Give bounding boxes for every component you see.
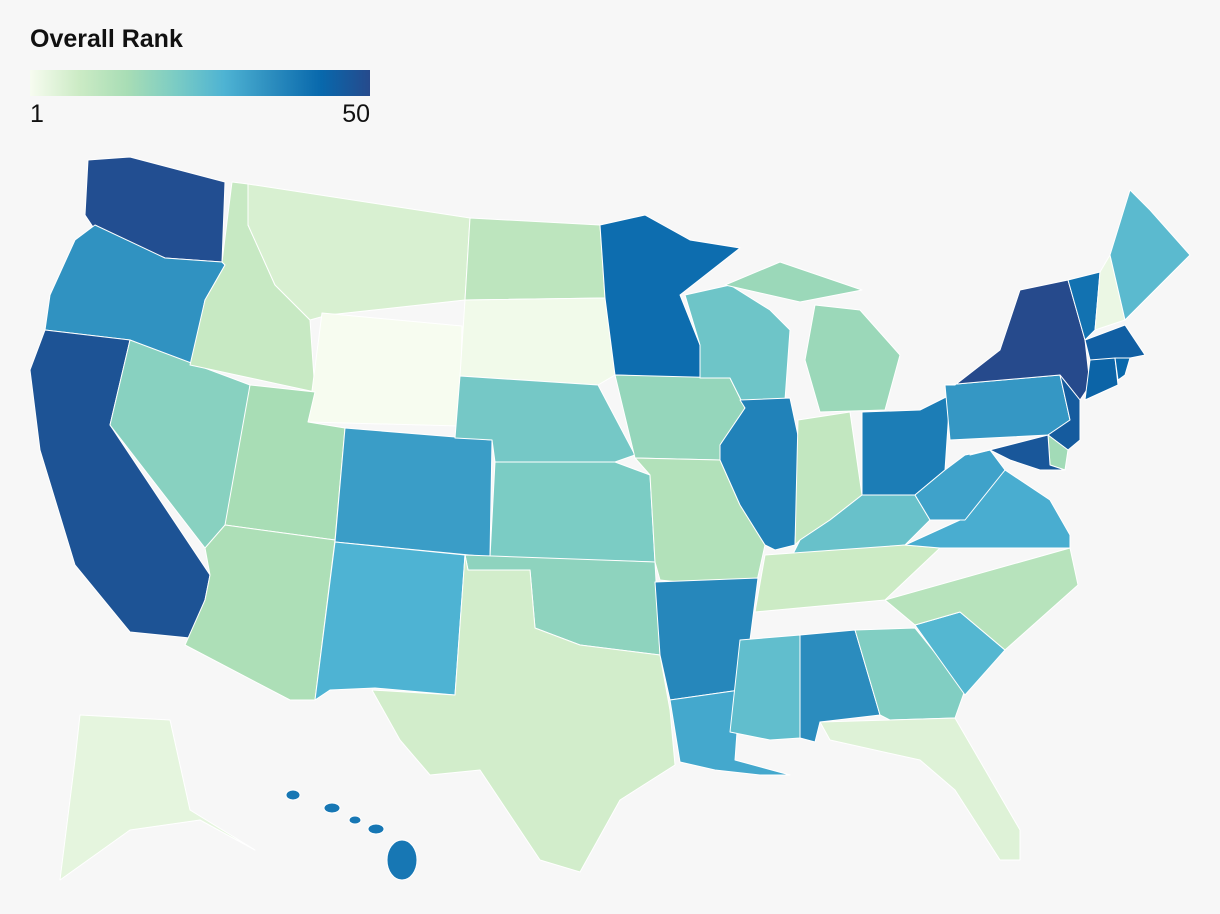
state <box>1084 324 1146 361</box>
legend-title: Overall Rank <box>30 25 183 53</box>
states <box>29 156 1191 881</box>
state <box>914 449 1006 521</box>
state <box>464 217 606 301</box>
state <box>59 714 256 881</box>
scale-min-label: 1 <box>30 100 44 128</box>
scale-max-label: 50 <box>342 100 370 128</box>
state <box>944 374 1071 441</box>
color-scale <box>30 70 370 96</box>
state <box>729 634 801 741</box>
state <box>314 541 466 701</box>
state <box>599 214 741 379</box>
state <box>719 397 801 551</box>
state <box>459 297 616 386</box>
state <box>969 434 1066 471</box>
state <box>285 789 418 881</box>
state <box>944 279 1091 401</box>
state <box>371 554 676 873</box>
state <box>184 524 336 701</box>
state <box>489 461 656 563</box>
state <box>724 261 901 413</box>
state <box>307 312 463 427</box>
state <box>754 544 941 613</box>
state <box>1084 357 1119 401</box>
state <box>1114 357 1131 381</box>
state <box>1109 189 1191 321</box>
state <box>334 427 493 558</box>
state <box>819 717 1021 861</box>
